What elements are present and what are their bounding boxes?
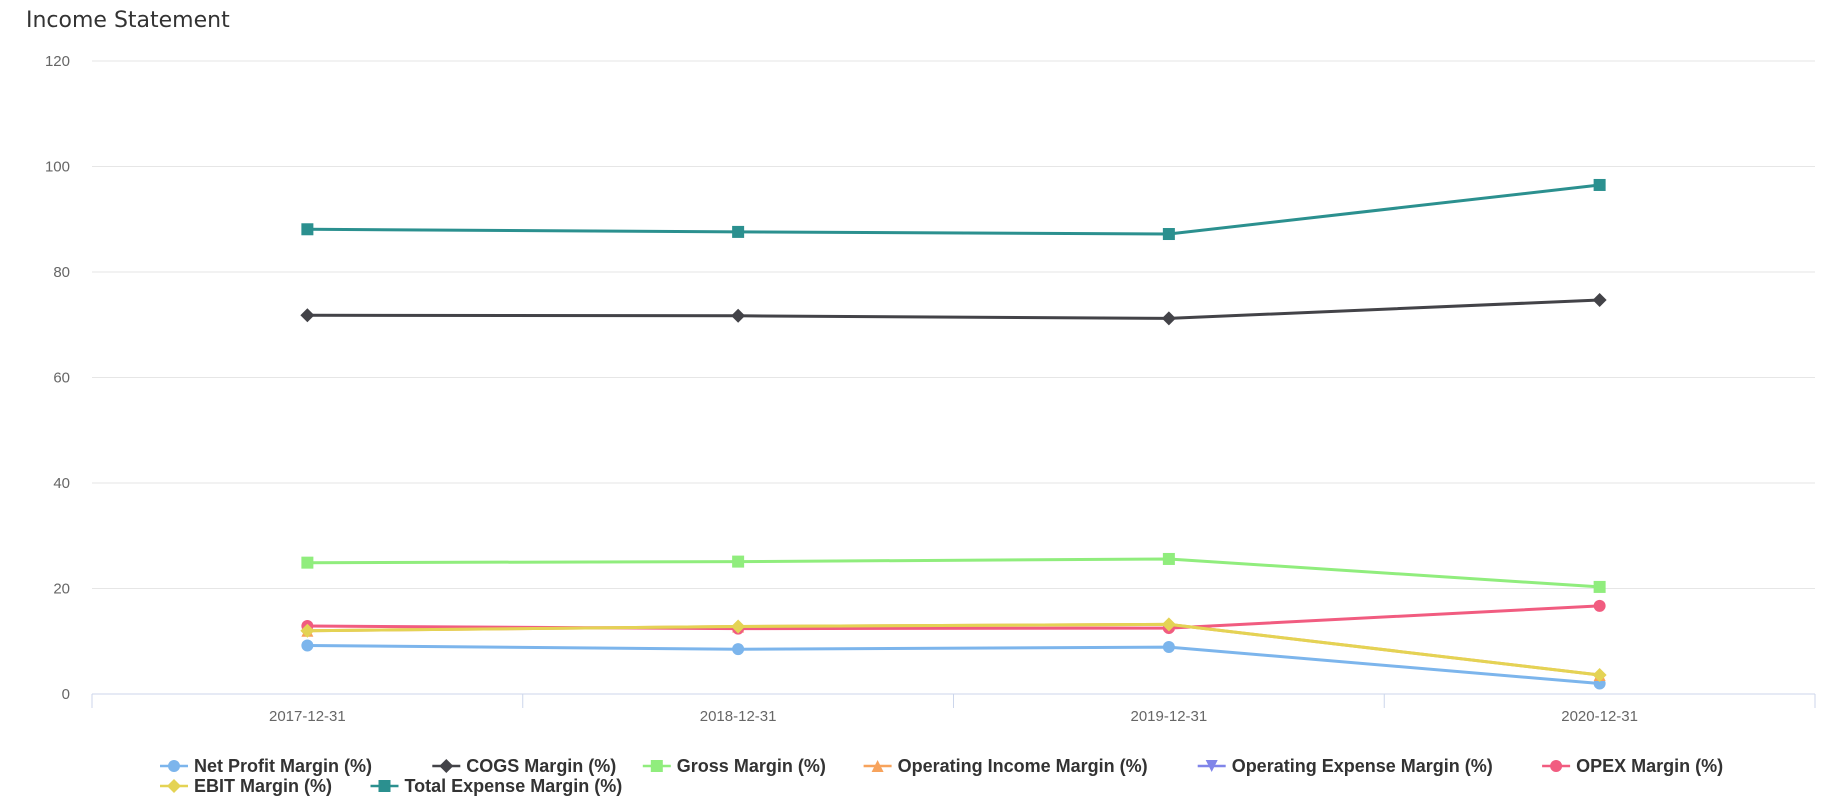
data-point <box>731 619 746 634</box>
data-point <box>300 623 315 638</box>
legend-symbol-marker <box>168 760 180 772</box>
legend-item[interactable]: COGS Margin (%) <box>432 756 616 776</box>
legend-item[interactable]: Operating Expense Margin (%) <box>1197 756 1493 776</box>
data-point <box>731 308 746 323</box>
legend-item[interactable]: Operating Income Margin (%) <box>863 756 1148 776</box>
data-point <box>300 308 315 323</box>
x-tick-label: 2020-12-31 <box>1561 708 1638 725</box>
legend-item[interactable]: Gross Margin (%) <box>642 756 826 776</box>
data-point <box>1593 178 1606 191</box>
data-point <box>732 643 745 656</box>
data-point <box>1162 641 1175 654</box>
x-tick-label: 2019-12-31 <box>1131 708 1208 725</box>
legend-item[interactable]: Net Profit Margin (%) <box>160 756 372 776</box>
legend-label: Operating Expense Margin (%) <box>1232 756 1493 776</box>
data-point <box>1161 311 1176 326</box>
chart-title: Income Statement <box>26 8 230 33</box>
legend-symbol-marker <box>1205 760 1218 772</box>
x-tick-label: 2017-12-31 <box>269 708 346 725</box>
legend-item[interactable]: OPEX Margin (%) <box>1542 756 1723 776</box>
legend-label: Total Expense Margin (%) <box>405 776 623 796</box>
y-tick-label: 60 <box>53 370 70 387</box>
data-point <box>1592 668 1607 683</box>
data-point <box>1162 552 1175 565</box>
legend-label: Net Profit Margin (%) <box>194 756 372 776</box>
data-point <box>732 555 745 568</box>
data-point <box>1592 292 1607 307</box>
y-tick-label: 40 <box>53 475 70 492</box>
legend-symbol-marker <box>439 759 454 773</box>
data-point <box>301 556 314 569</box>
data-point <box>1593 599 1606 612</box>
legend-symbol-marker <box>167 779 181 793</box>
y-tick-label: 80 <box>53 264 70 281</box>
series-line <box>305 557 1602 589</box>
legend-symbol-marker <box>650 760 663 772</box>
y-tick-label: 100 <box>45 159 70 176</box>
legend-label: Gross Margin (%) <box>677 756 826 776</box>
legend-symbol-marker <box>871 760 884 772</box>
data-point <box>1593 580 1606 593</box>
x-tick-label: 2018-12-31 <box>700 708 777 725</box>
y-tick-label: 120 <box>45 53 70 70</box>
legend-label: COGS Margin (%) <box>466 756 616 776</box>
series-line <box>305 622 1602 677</box>
data-point <box>732 225 745 238</box>
series-line <box>305 183 1602 236</box>
data-point <box>1162 228 1175 241</box>
legend-label: OPEX Margin (%) <box>1576 756 1723 776</box>
y-tick-label: 20 <box>53 581 70 598</box>
data-point <box>301 223 314 236</box>
legend-label: EBIT Margin (%) <box>194 776 332 796</box>
legend-item[interactable]: EBIT Margin (%) <box>160 776 332 796</box>
legend-item[interactable]: Total Expense Margin (%) <box>370 776 623 796</box>
series-line <box>305 298 1602 320</box>
y-tick-label: 0 <box>62 686 70 703</box>
series-line <box>305 644 1602 685</box>
data-point <box>1161 617 1176 632</box>
legend-symbol-marker <box>1550 760 1563 772</box>
legend-label: Operating Income Margin (%) <box>898 756 1148 776</box>
legend-symbol-marker <box>378 780 391 792</box>
data-point <box>301 639 314 652</box>
